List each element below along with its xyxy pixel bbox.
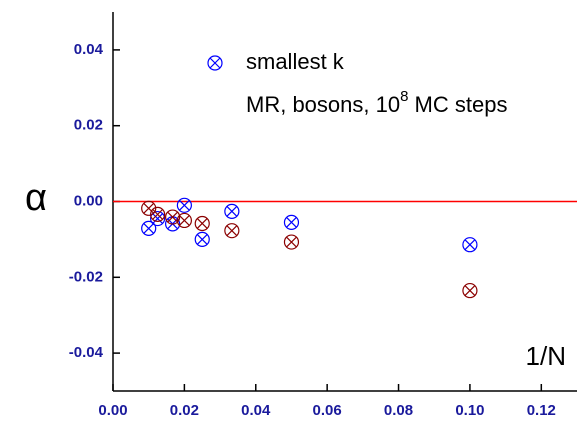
marker-circle: [207, 55, 223, 71]
marker-cross: [178, 215, 190, 226]
annotation: MR, bosons, 108 MC steps: [246, 88, 507, 117]
marker: [194, 231, 210, 247]
marker-cross: [152, 213, 164, 224]
marker-circle: [141, 200, 157, 216]
x-tick-label: 0.06: [313, 402, 342, 419]
y-tick-label: 0.00: [74, 192, 103, 209]
marker: [283, 214, 300, 230]
marker-cross: [226, 205, 238, 217]
marker-circle: [176, 212, 192, 229]
marker: [141, 200, 157, 216]
marker-circle: [150, 206, 166, 222]
marker-cross: [178, 199, 190, 211]
marker: [207, 55, 223, 71]
annotation-suffix: MC steps: [408, 92, 507, 117]
marker-cross: [152, 208, 164, 220]
marker-cross: [464, 285, 476, 296]
marker: [224, 203, 240, 219]
marker-circle: [150, 210, 166, 227]
marker-cross: [226, 225, 238, 237]
marker-circle: [283, 234, 300, 250]
marker-cross: [143, 222, 155, 234]
x-tick-label: 0.04: [241, 402, 271, 419]
marker-circle: [141, 220, 157, 237]
x-tick-label: 0.02: [170, 402, 199, 419]
marker-cross: [209, 57, 221, 69]
marker-cross: [464, 239, 476, 251]
marker: [224, 223, 240, 239]
y-axis-label: α: [25, 177, 47, 219]
marker-circle: [462, 237, 478, 253]
y-tick-label: -0.04: [69, 344, 104, 361]
annotation-text: MR, bosons, 10: [246, 92, 400, 117]
x-tick-label: 0.08: [384, 402, 413, 419]
marker-circle: [224, 203, 240, 219]
marker: [165, 209, 181, 225]
marker: [194, 215, 210, 232]
x-axis-label: 1/N: [526, 341, 566, 371]
marker: [176, 197, 192, 213]
marker: [141, 220, 157, 237]
marker-circle: [194, 231, 210, 247]
marker-circle: [165, 209, 181, 225]
marker-circle: [224, 223, 240, 239]
y-tick-label: 0.04: [74, 41, 104, 58]
x-tick-label: 0.12: [527, 402, 556, 419]
marker-cross: [286, 216, 297, 228]
y-tick-label: -0.02: [69, 268, 103, 285]
marker: [462, 282, 478, 299]
marker: [462, 237, 478, 253]
annotation-superscript: 8: [400, 88, 408, 105]
marker-cross: [196, 233, 208, 245]
marker: [176, 212, 192, 229]
marker-circle: [283, 214, 300, 230]
marker-circle: [176, 197, 192, 213]
marker-cross: [196, 218, 208, 229]
marker: [283, 234, 300, 250]
y-tick-label: 0.02: [74, 117, 103, 134]
marker-cross: [167, 211, 179, 223]
marker: [150, 206, 166, 222]
marker-cross: [143, 202, 155, 214]
marker-circle: [462, 282, 478, 299]
x-tick-label: 0.10: [455, 402, 484, 419]
marker-circle: [194, 215, 210, 232]
marker-cross: [286, 236, 297, 248]
x-tick-label: 0.00: [98, 402, 127, 419]
legend-label: smallest k: [246, 49, 345, 74]
marker: [150, 210, 166, 227]
